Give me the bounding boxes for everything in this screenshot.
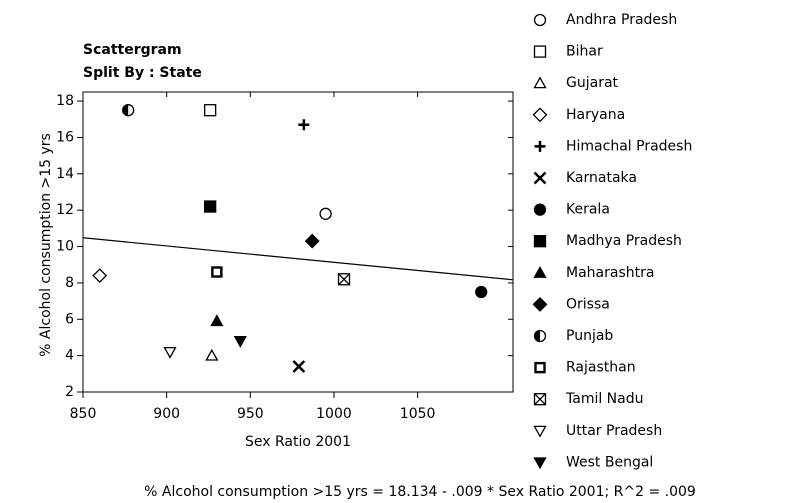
marker	[533, 13, 547, 27]
marker	[533, 171, 547, 185]
shape	[532, 107, 548, 123]
shape	[292, 360, 306, 373]
marker	[533, 45, 547, 58]
y-tick-label: 10	[56, 239, 74, 255]
shape	[533, 203, 547, 216]
caption: % Alcohol consumption >15 yrs = 18.134 -…	[144, 484, 696, 500]
shape	[205, 348, 219, 361]
shape	[534, 393, 546, 406]
plot-frame	[82, 91, 514, 393]
marker	[534, 361, 546, 374]
shape	[533, 45, 547, 58]
marker	[533, 265, 547, 278]
shape	[204, 104, 217, 117]
marker	[534, 140, 546, 152]
y-tick-label: 6	[65, 311, 74, 327]
shape	[533, 171, 547, 185]
marker	[210, 314, 224, 327]
marker	[533, 203, 547, 216]
shape	[534, 361, 546, 374]
shape	[233, 336, 247, 348]
legend-label: Uttar Pradesh	[566, 423, 662, 439]
shape	[533, 235, 547, 248]
shape	[475, 285, 488, 299]
marker	[533, 425, 547, 438]
shape	[304, 233, 320, 249]
marker	[122, 104, 135, 117]
legend-label: Andhra Pradesh	[566, 12, 677, 28]
marker	[92, 268, 108, 284]
shape	[533, 13, 547, 27]
legend-label: Orissa	[566, 296, 610, 312]
legend-label: Maharashtra	[566, 265, 654, 281]
shape	[210, 314, 224, 327]
shape	[319, 207, 332, 220]
y-tick-label: 14	[56, 166, 74, 182]
chart-subtitle: Split By : State	[83, 65, 202, 81]
shape	[533, 265, 547, 278]
shape	[533, 457, 547, 470]
y-tick-label: 4	[65, 348, 74, 364]
y-tick-label: 12	[56, 202, 74, 218]
marker	[533, 329, 547, 343]
marker	[211, 266, 223, 278]
shape	[532, 296, 548, 312]
legend-label: Haryana	[566, 107, 625, 123]
shape	[533, 76, 547, 89]
marker	[475, 285, 488, 299]
shape	[92, 268, 108, 284]
legend-label: Bihar	[566, 44, 603, 60]
marker	[533, 235, 547, 248]
legend-label: West Bengal	[566, 454, 653, 470]
shape	[122, 104, 129, 116]
legend-label: Tamil Nadu	[565, 391, 644, 407]
x-tick-label: 850	[70, 406, 97, 422]
legend-label: Madhya Pradesh	[566, 233, 682, 249]
marker	[533, 393, 547, 406]
legend-label: Punjab	[566, 328, 613, 344]
marker	[533, 76, 547, 89]
shape	[163, 346, 177, 359]
marker	[233, 336, 247, 348]
marker	[292, 360, 306, 373]
shape	[204, 200, 217, 213]
y-tick-label: 16	[56, 129, 74, 145]
marker	[532, 296, 548, 312]
shape	[298, 119, 310, 131]
marker	[205, 348, 219, 361]
x-tick-label: 950	[237, 406, 264, 422]
shape	[211, 266, 223, 278]
shape	[338, 273, 350, 286]
y-tick-label: 2	[65, 384, 74, 400]
x-tick-label: 1000	[316, 406, 352, 422]
legend-label: Karnataka	[566, 170, 637, 186]
legend-label: Himachal Pradesh	[566, 138, 692, 154]
marker	[337, 273, 351, 286]
x-tick-label: 900	[153, 406, 180, 422]
marker	[304, 233, 320, 249]
x-tick-label: 1050	[400, 406, 436, 422]
chart-title: Scattergram	[83, 42, 182, 58]
y-tick-label: 8	[65, 275, 74, 291]
shape	[533, 425, 547, 438]
y-tick-label: 18	[56, 93, 74, 109]
regression-line	[82, 237, 514, 281]
x-axis-label: Sex Ratio 2001	[245, 434, 351, 450]
legend-label: Gujarat	[566, 75, 619, 91]
marker	[533, 457, 547, 470]
marker	[204, 104, 217, 117]
marker	[532, 107, 548, 123]
marker	[319, 207, 332, 220]
marker	[298, 119, 310, 131]
legend-label: Kerala	[566, 202, 610, 218]
marker	[163, 346, 177, 359]
shape	[534, 330, 540, 342]
y-axis-label: % Alcohol consumption >15 yrs	[38, 133, 54, 357]
shape	[534, 140, 546, 152]
marker	[204, 200, 217, 213]
legend-label: Rajasthan	[566, 360, 636, 376]
